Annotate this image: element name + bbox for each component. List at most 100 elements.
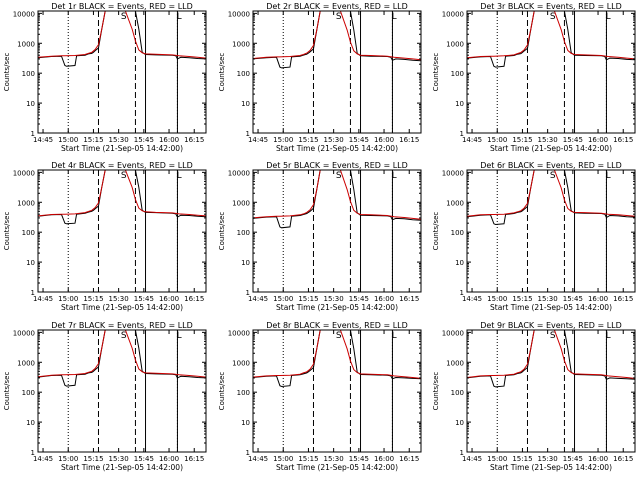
y-tick-label: 10000 — [13, 169, 35, 177]
series-group — [253, 11, 421, 69]
x-axis-label: Start Time (21-Sep-05 14:42:00) — [61, 463, 183, 472]
marker-label: L — [392, 171, 397, 181]
y-tick-label: 10000 — [13, 10, 35, 18]
y-tick-label: 1 — [460, 289, 464, 297]
x-tick-label: 16:00 — [588, 295, 608, 303]
plot-frame — [466, 10, 636, 134]
panel-title: Det 8r BLACK = Events, RED = LLD — [266, 321, 408, 330]
y-tick-label: 1 — [246, 449, 250, 457]
y-tick-label: 10 — [241, 100, 250, 108]
x-tick-label: 15:00 — [58, 295, 78, 303]
y-tick-label: 10 — [26, 419, 35, 427]
x-tick-label: 15:30 — [538, 295, 558, 303]
x-tick-label: 16:15 — [399, 455, 419, 463]
marker-label: S — [121, 171, 127, 181]
x-tick-label: 15:15 — [512, 136, 532, 144]
y-axis-label: Counts/sec — [432, 372, 440, 411]
panel-title: Det 1r BLACK = Events, RED = LLD — [51, 2, 193, 11]
series-lld-line — [38, 11, 206, 59]
series-group — [467, 11, 635, 68]
y-tick-label: 100 — [237, 70, 250, 78]
x-tick-label: 15:15 — [83, 136, 103, 144]
x-tick-label: 14:45 — [248, 136, 268, 144]
y-tick-label: 10 — [241, 419, 250, 427]
plot-frame — [37, 329, 207, 453]
x-axis-label: Start Time (21-Sep-05 14:42:00) — [61, 144, 183, 153]
x-tick-label: 15:15 — [512, 295, 532, 303]
marker-label: L — [177, 171, 182, 181]
panel-title: Det 3r BLACK = Events, RED = LLD — [480, 2, 622, 11]
y-tick-label: 10 — [241, 259, 250, 267]
y-tick-label: 1000 — [17, 199, 35, 207]
x-tick-label: 16:00 — [374, 295, 394, 303]
y-tick-label: 10000 — [228, 10, 250, 18]
x-tick-label: 14:45 — [33, 136, 53, 144]
x-tick-label: 14:45 — [33, 295, 53, 303]
y-tick-label: 10 — [26, 259, 35, 267]
plot-frame — [466, 169, 636, 293]
y-tick-label: 10000 — [442, 169, 464, 177]
y-axis-label: Counts/sec — [218, 212, 226, 251]
marker-label: S — [336, 171, 342, 181]
marker-label: L — [177, 331, 182, 341]
series-group — [38, 330, 206, 387]
y-axis-label: Counts/sec — [218, 372, 226, 411]
y-axis-label: Counts/sec — [432, 212, 440, 251]
y-tick-label: 10 — [455, 100, 464, 108]
x-tick-label: 15:15 — [83, 455, 103, 463]
series-lld-line — [38, 170, 206, 217]
x-tick-label: 14:45 — [462, 455, 482, 463]
y-tick-label: 100 — [451, 229, 464, 237]
x-tick-label: 16:15 — [613, 455, 633, 463]
x-tick-label: 16:00 — [588, 136, 608, 144]
y-tick-label: 1000 — [232, 359, 250, 367]
marker-label: L — [606, 12, 611, 22]
marker-label: S — [550, 171, 556, 181]
x-tick-label: 16:15 — [184, 295, 204, 303]
x-tick-label: 15:00 — [273, 295, 293, 303]
x-tick-label: 16:00 — [159, 136, 179, 144]
series-group — [38, 170, 206, 225]
y-tick-label: 1000 — [446, 199, 464, 207]
plot-frame — [252, 169, 422, 293]
series-lld-line — [467, 170, 635, 217]
y-tick-label: 10000 — [13, 329, 35, 337]
y-tick-label: 10 — [26, 100, 35, 108]
y-tick-label: 100 — [22, 229, 35, 237]
y-axis-label: Counts/sec — [3, 372, 11, 411]
panel-title: Det 6r BLACK = Events, RED = LLD — [480, 161, 622, 170]
series-lld-line — [253, 330, 421, 379]
x-tick-label: 15:45 — [563, 136, 583, 144]
x-tick-label: 15:00 — [273, 136, 293, 144]
x-tick-label: 15:45 — [349, 455, 369, 463]
x-tick-label: 15:15 — [512, 455, 532, 463]
panel-title: Det 5r BLACK = Events, RED = LLD — [266, 161, 408, 170]
x-tick-label: 14:45 — [248, 295, 268, 303]
marker-label: L — [177, 12, 182, 22]
y-axis-label: Counts/sec — [3, 212, 11, 251]
x-axis-label: Start Time (21-Sep-05 14:42:00) — [490, 303, 612, 312]
y-tick-label: 1 — [246, 130, 250, 138]
x-tick-label: 16:00 — [588, 455, 608, 463]
y-tick-label: 100 — [22, 389, 35, 397]
x-tick-label: 15:15 — [298, 136, 318, 144]
x-tick-label: 15:30 — [324, 136, 344, 144]
x-tick-label: 15:00 — [487, 295, 507, 303]
y-axis-label: Counts/sec — [432, 53, 440, 92]
plot-frame — [37, 169, 207, 293]
x-tick-label: 16:00 — [159, 295, 179, 303]
y-axis-label: Counts/sec — [3, 53, 11, 92]
x-tick-label: 15:45 — [134, 136, 154, 144]
series-group — [38, 11, 206, 67]
y-tick-label: 100 — [237, 389, 250, 397]
y-tick-label: 1000 — [17, 40, 35, 48]
marker-label: L — [606, 171, 611, 181]
series-lld-line — [253, 11, 421, 61]
x-tick-label: 16:15 — [613, 295, 633, 303]
x-tick-label: 15:30 — [324, 295, 344, 303]
y-tick-label: 1000 — [17, 359, 35, 367]
